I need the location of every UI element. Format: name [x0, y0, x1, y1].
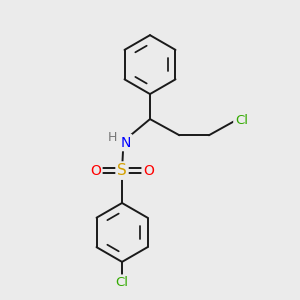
Text: S: S [117, 163, 127, 178]
Text: Cl: Cl [116, 276, 128, 289]
Text: N: N [121, 136, 131, 150]
Text: O: O [90, 164, 101, 178]
Text: O: O [143, 164, 154, 178]
Text: H: H [108, 131, 117, 144]
Text: Cl: Cl [235, 114, 248, 127]
